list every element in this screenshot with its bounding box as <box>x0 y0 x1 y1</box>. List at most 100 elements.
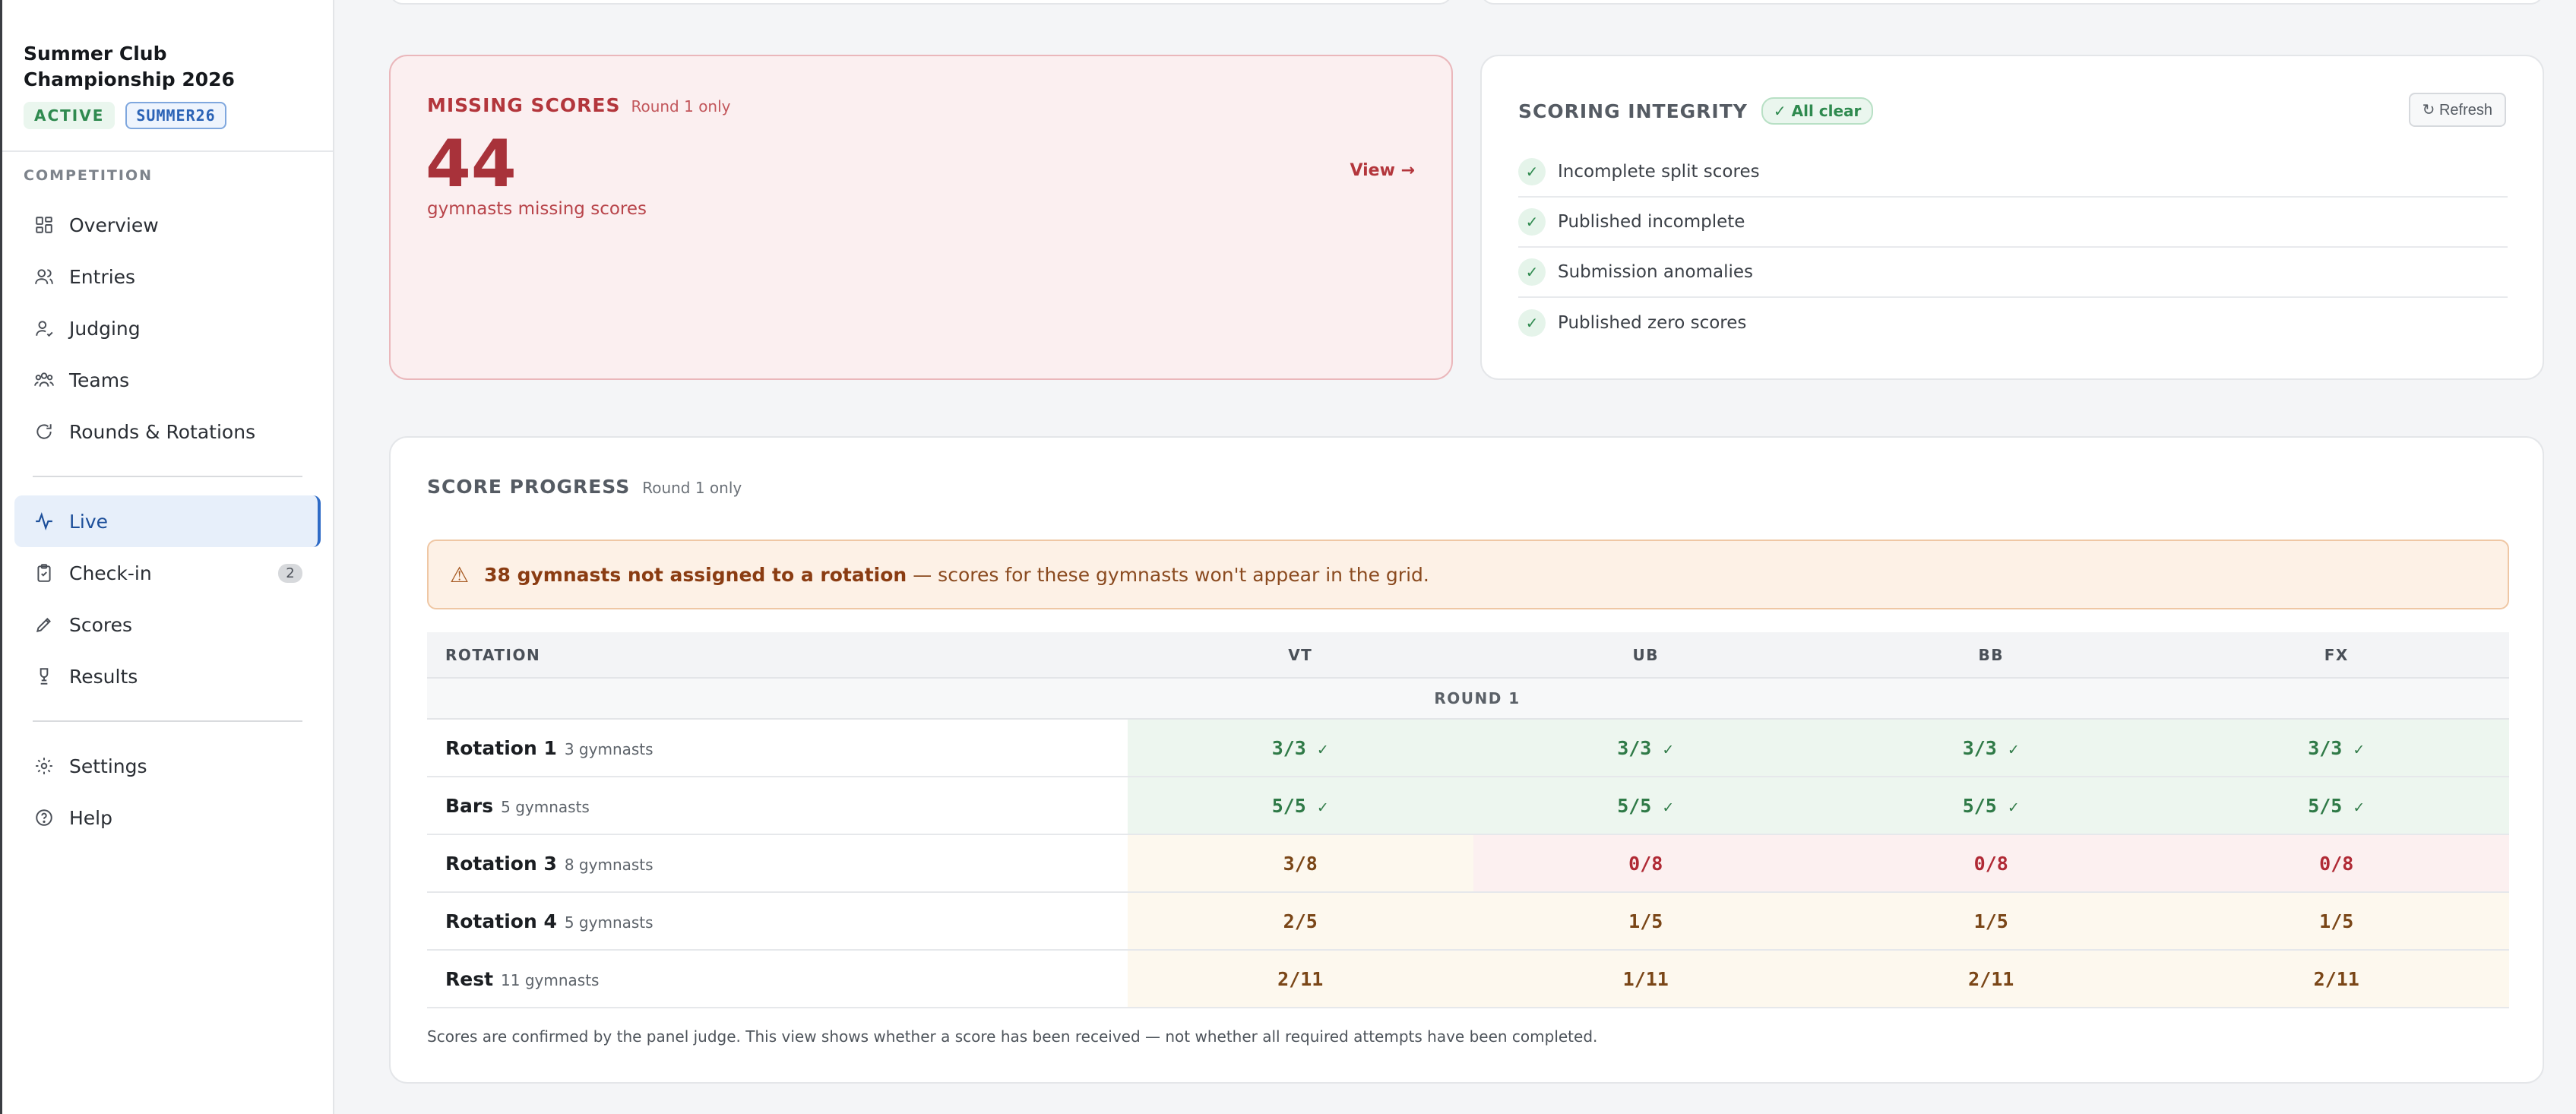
nav-item-results[interactable]: Results <box>2 650 333 702</box>
check-in-count-badge: 2 <box>278 563 302 583</box>
check-icon: ✓ <box>1518 309 1546 337</box>
nav-item-judging[interactable]: Judging <box>2 302 333 354</box>
score-cell[interactable]: 3/8 <box>1128 834 1473 893</box>
nav-item-help[interactable]: Help <box>2 792 333 843</box>
score-cell[interactable]: 2/11 <box>1818 950 2164 1008</box>
score-cell[interactable]: 1/5 <box>2163 892 2509 951</box>
gymnast-count: 3 gymnasts <box>564 739 653 758</box>
list-item: ✓ Submission anomalies <box>1518 248 2508 298</box>
gymnast-count: 5 gymnasts <box>564 913 653 932</box>
nav-item-teams[interactable]: Teams <box>2 354 333 406</box>
competition-title: Summer Club Championship 2026 <box>24 43 235 90</box>
missing-scores-caption: gymnasts missing scores <box>427 199 647 219</box>
team-icon <box>33 369 55 391</box>
table-row: Rest 11 gymnasts 2/11 1/11 2/11 2/11 <box>427 950 2509 1008</box>
score-cell[interactable]: 2/11 <box>2163 950 2509 1008</box>
score-cell[interactable]: 5/5 ✓ <box>1128 777 1473 835</box>
clipboard-check-icon <box>33 562 55 584</box>
check-icon: ✓ <box>2007 741 2020 758</box>
nav-label: Check-in <box>69 562 152 584</box>
check-icon: ✓ <box>1662 799 1675 816</box>
rotation-name: Bars <box>445 794 494 817</box>
nav-item-overview[interactable]: Overview <box>2 199 333 251</box>
rotation-cell: Rotation 3 8 gymnasts <box>427 834 1128 893</box>
check-icon: ✓ <box>1518 208 1546 236</box>
unassigned-warning-banner: ⚠ 38 gymnasts not assigned to a rotation… <box>427 540 2509 609</box>
nav-item-live[interactable]: Live <box>14 495 321 547</box>
refresh-button[interactable]: ↻ Refresh <box>2408 93 2506 127</box>
nav-item-rounds-rotations[interactable]: Rounds & Rotations <box>2 406 333 457</box>
rotation-cell: Rotation 1 3 gymnasts <box>427 719 1128 777</box>
score-cell[interactable]: 3/3 ✓ <box>1818 719 2164 777</box>
rotation-name: Rest <box>445 967 494 990</box>
card-above-right <box>1480 0 2544 5</box>
score-cell[interactable]: 3/3 ✓ <box>2163 719 2509 777</box>
warning-bold-text: 38 gymnasts not assigned to a rotation <box>484 563 907 586</box>
gymnast-count: 8 gymnasts <box>564 855 653 874</box>
score-cell[interactable]: 0/8 <box>2163 834 2509 893</box>
list-item: ✓ Incomplete split scores <box>1518 147 2508 198</box>
score-cell[interactable]: 1/5 <box>1818 892 2164 951</box>
card-above-left <box>389 0 1453 5</box>
rotation-cell: Rotation 4 5 gymnasts <box>427 892 1128 951</box>
score-count: 5/5 <box>1271 794 1306 817</box>
score-count: 2/11 <box>1277 967 1324 990</box>
rotation-cell: Rest 11 gymnasts <box>427 950 1128 1008</box>
score-count: 3/8 <box>1283 852 1318 875</box>
missing-scores-card: MISSING SCORES Round 1 only 44 gymnasts … <box>389 55 1453 380</box>
check-icon: ✓ <box>2007 799 2020 816</box>
pulse-icon <box>33 510 55 533</box>
round-group-row: ROUND 1 <box>427 678 2509 720</box>
view-missing-link[interactable]: View → <box>1350 161 1415 180</box>
nav-item-settings[interactable]: Settings <box>2 740 333 792</box>
card-title: SCORE PROGRESS <box>427 476 631 498</box>
score-cell[interactable]: 0/8 <box>1818 834 2164 893</box>
sidebar-divider <box>33 476 302 477</box>
column-header: FX <box>2163 632 2509 679</box>
score-count: 3/3 <box>2308 736 2343 759</box>
rotation-name: Rotation 3 <box>445 852 557 875</box>
column-header: UB <box>1473 632 1818 679</box>
sidebar-divider <box>33 720 302 722</box>
score-count: 3/3 <box>1962 736 1997 759</box>
score-cell[interactable]: 1/5 <box>1473 892 1818 951</box>
warning-triangle-icon: ⚠ <box>450 562 470 587</box>
check-label: Incomplete split scores <box>1558 162 1760 182</box>
check-icon: ✓ <box>2353 741 2366 758</box>
check-icon: ✓ <box>1518 258 1546 286</box>
score-count: 2/5 <box>1283 910 1318 932</box>
score-count: 5/5 <box>1617 794 1652 817</box>
score-count: 3/3 <box>1617 736 1652 759</box>
card-title: SCORING INTEGRITY <box>1518 100 1748 122</box>
score-cell[interactable]: 5/5 ✓ <box>1818 777 2164 835</box>
nav-item-check-in[interactable]: Check-in 2 <box>2 547 333 599</box>
column-header: BB <box>1818 632 2164 679</box>
score-cell[interactable]: 2/5 <box>1128 892 1473 951</box>
nav-label: Rounds & Rotations <box>69 420 256 443</box>
score-cell[interactable]: 5/5 ✓ <box>2163 777 2509 835</box>
score-count: 0/8 <box>2319 852 2354 875</box>
card-scope: Round 1 only <box>631 97 731 116</box>
score-cell[interactable]: 0/8 <box>1473 834 1818 893</box>
score-cell[interactable]: 2/11 <box>1128 950 1473 1008</box>
check-label: Published incomplete <box>1558 212 1745 232</box>
nav-label: Teams <box>69 369 130 391</box>
check-icon: ✓ <box>1662 741 1675 758</box>
competition-code-badge[interactable]: SUMMER26 <box>125 102 226 129</box>
score-cell[interactable]: 1/11 <box>1473 950 1818 1008</box>
nav-label: Settings <box>69 755 147 777</box>
column-header: VT <box>1128 632 1473 679</box>
score-cell[interactable]: 3/3 ✓ <box>1473 719 1818 777</box>
help-icon <box>33 806 55 829</box>
score-cell[interactable]: 5/5 ✓ <box>1473 777 1818 835</box>
score-count: 0/8 <box>1628 852 1663 875</box>
status-badge: ACTIVE <box>24 102 116 129</box>
main-content: MISSING SCORES Round 1 only 44 gymnasts … <box>334 0 2576 1114</box>
scoring-integrity-card: SCORING INTEGRITY ✓ All clear ↻ Refresh … <box>1480 55 2544 380</box>
round-label: ROUND 1 <box>427 678 2509 720</box>
table-row: Rotation 4 5 gymnasts 2/5 1/5 1/5 1/5 <box>427 892 2509 951</box>
nav-item-scores[interactable]: Scores <box>2 599 333 650</box>
nav-item-entries[interactable]: Entries <box>2 251 333 302</box>
missing-scores-count: 44 <box>426 126 517 202</box>
score-cell[interactable]: 3/3 ✓ <box>1128 719 1473 777</box>
